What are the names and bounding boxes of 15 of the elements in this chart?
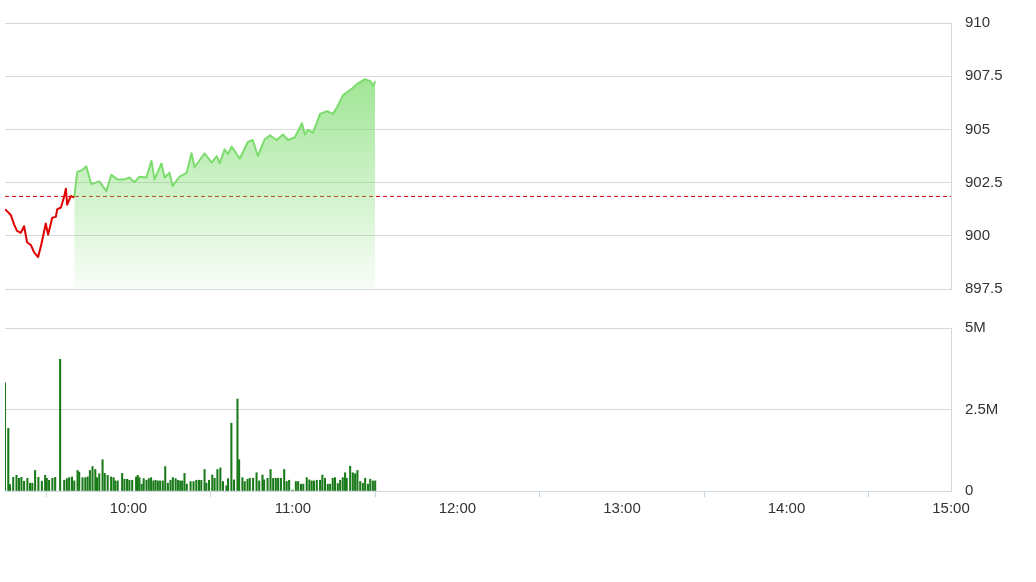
y-tick-label: 907.5 bbox=[965, 66, 1003, 84]
y-tick-label: 900 bbox=[965, 225, 991, 243]
x-tick-label: 11:00 bbox=[274, 499, 312, 517]
y-tick-label: 902.5 bbox=[965, 172, 1003, 190]
x-tick-label: 13:00 bbox=[603, 499, 641, 517]
y-tick-label: 0 bbox=[965, 481, 974, 499]
x-tick-label: 14:00 bbox=[767, 499, 806, 517]
y-tick-label: 5M bbox=[965, 318, 986, 336]
x-tick-label: 12:00 bbox=[438, 499, 477, 517]
y-tick-label: 905 bbox=[965, 119, 991, 137]
y-tick-label: 910 bbox=[965, 13, 991, 31]
y-tick-label: 2.5M bbox=[965, 399, 999, 417]
x-tick-label: 15:00 bbox=[932, 499, 970, 517]
y-tick-label: 897.5 bbox=[965, 279, 1003, 297]
x-tick-label: 10:00 bbox=[109, 499, 148, 517]
